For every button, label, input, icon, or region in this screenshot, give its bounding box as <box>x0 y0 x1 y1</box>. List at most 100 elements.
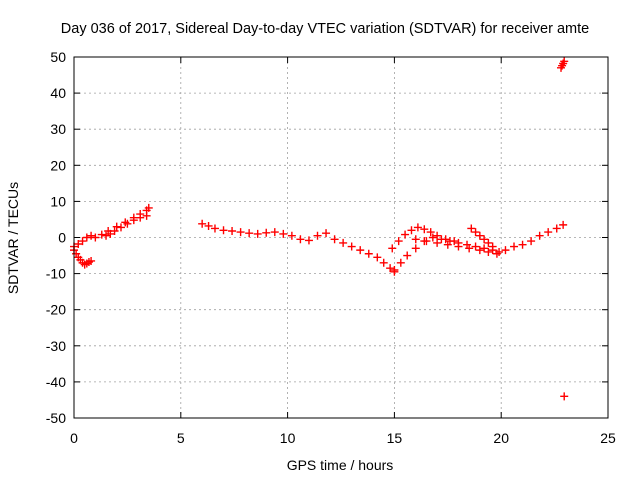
y-tick-label: 40 <box>50 85 66 101</box>
data-point <box>390 265 399 274</box>
y-tick-label: -10 <box>46 266 66 282</box>
series-arc-mid-up <box>388 223 459 253</box>
data-point <box>87 256 96 265</box>
x-tick-label: 0 <box>70 430 78 446</box>
data-point <box>339 238 348 247</box>
data-point <box>433 238 442 247</box>
data-point <box>484 247 493 256</box>
data-marks <box>70 57 569 401</box>
data-point <box>82 233 91 242</box>
data-point <box>144 203 153 212</box>
y-tick-label: 20 <box>50 157 66 173</box>
data-point <box>403 251 412 260</box>
data-point <box>245 229 254 238</box>
x-tick-label: 5 <box>177 430 185 446</box>
data-point <box>110 227 119 236</box>
data-point <box>518 240 527 249</box>
series-arc-late <box>411 220 568 258</box>
data-point <box>484 238 493 247</box>
x-tick-label: 15 <box>387 430 403 446</box>
y-tick-label: 30 <box>50 121 66 137</box>
data-point <box>373 253 382 262</box>
data-point <box>420 225 429 234</box>
data-point <box>422 237 431 246</box>
data-point <box>428 233 437 242</box>
data-point <box>198 219 207 228</box>
data-point <box>364 249 373 258</box>
series-outlier-low <box>560 392 569 401</box>
data-point <box>492 249 501 258</box>
data-point <box>426 228 435 237</box>
y-tick-label: 50 <box>50 49 66 65</box>
chart-title: Day 036 of 2017, Sidereal Day-to-day VTE… <box>61 21 589 37</box>
data-point <box>401 230 410 239</box>
data-point <box>262 228 271 237</box>
data-point <box>480 235 489 244</box>
data-point <box>287 231 296 240</box>
data-point <box>322 229 331 238</box>
data-point <box>136 213 145 222</box>
data-point <box>228 227 237 236</box>
y-axis-label: SDTVAR / TECUs <box>5 182 21 294</box>
data-point <box>475 246 484 255</box>
series-outlier-high <box>557 57 569 72</box>
data-point <box>411 244 420 253</box>
y-tick-label: -50 <box>46 410 66 426</box>
y-tick-label: 0 <box>58 230 66 246</box>
x-tick-label: 10 <box>280 430 296 446</box>
series-arc-early-b <box>70 203 153 251</box>
series-arc-early-c <box>102 211 151 240</box>
data-point <box>394 237 403 246</box>
data-point <box>204 221 213 230</box>
data-point <box>467 224 476 233</box>
data-point <box>544 228 553 237</box>
data-point <box>501 246 510 255</box>
data-point <box>236 228 245 237</box>
data-point <box>304 236 313 245</box>
data-point <box>219 226 228 235</box>
data-point <box>510 242 519 251</box>
grid <box>74 57 608 418</box>
data-point <box>112 222 121 231</box>
data-point <box>347 242 356 251</box>
data-point <box>411 235 420 244</box>
data-point <box>356 246 365 255</box>
data-point <box>116 223 125 232</box>
y-tick-label: -30 <box>46 338 66 354</box>
data-point <box>279 229 288 238</box>
data-point <box>74 239 83 248</box>
data-point <box>87 231 96 240</box>
data-point <box>396 258 405 267</box>
data-point <box>270 228 279 237</box>
data-point <box>471 228 480 237</box>
x-tick-label: 20 <box>493 430 509 446</box>
data-point <box>97 230 106 239</box>
data-point <box>413 223 422 232</box>
data-point <box>443 240 452 249</box>
data-point <box>560 57 569 66</box>
axis-ticks <box>73 56 609 419</box>
data-point <box>388 244 397 253</box>
data-point <box>559 220 568 229</box>
tick-labels: 0 5 10 15 20 25 -50 -40 -30 -20 -10 0 10 20 30 40 50 <box>46 49 616 446</box>
data-point <box>407 226 416 235</box>
data-point <box>253 229 262 238</box>
data-point <box>91 233 100 242</box>
data-point <box>210 224 219 233</box>
data-point <box>129 216 138 225</box>
data-point <box>465 244 474 253</box>
data-point <box>123 219 132 228</box>
x-tick-label: 25 <box>600 430 616 446</box>
data-point <box>386 264 395 273</box>
data-point <box>78 237 87 246</box>
data-point <box>313 231 322 240</box>
data-point <box>471 242 480 251</box>
series-arc-main <box>198 219 399 276</box>
data-point <box>437 235 446 244</box>
data-point <box>142 211 151 220</box>
y-tick-label: -20 <box>46 302 66 318</box>
data-point <box>552 224 561 233</box>
data-point <box>296 235 305 244</box>
x-axis-label: GPS time / hours <box>287 457 394 473</box>
